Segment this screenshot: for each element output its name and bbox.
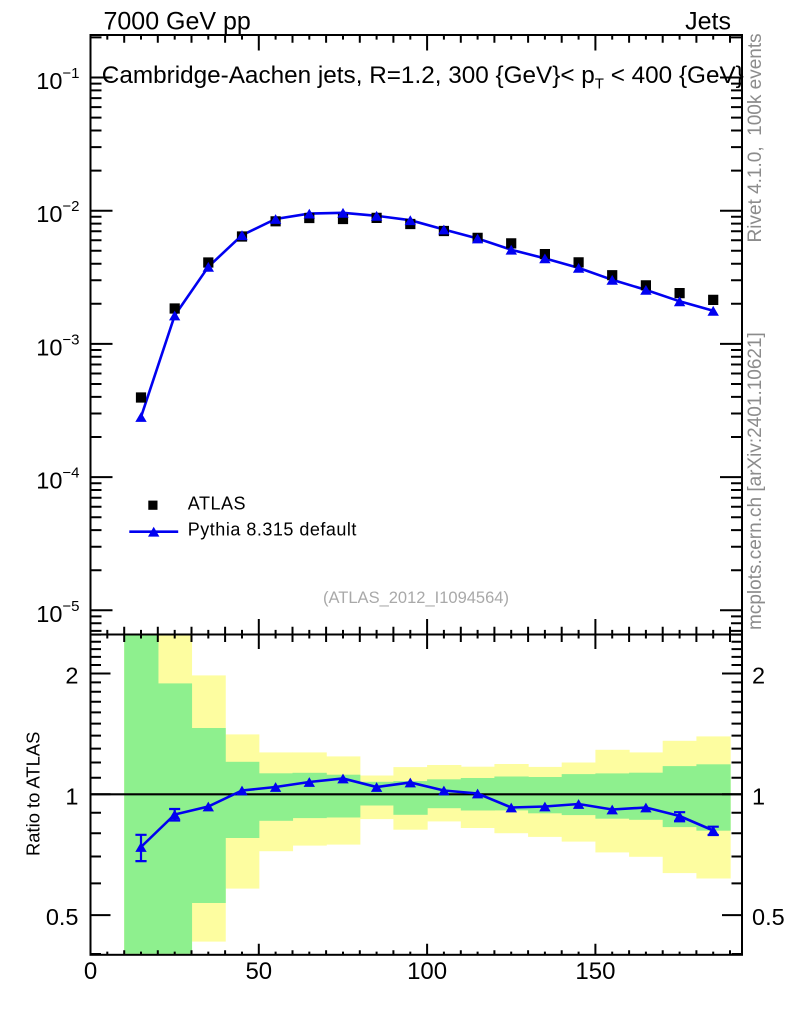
svg-text:100: 100 [407, 958, 447, 985]
svg-text:0.5: 0.5 [46, 904, 79, 930]
svg-text:1: 1 [752, 783, 765, 809]
svg-text:2: 2 [65, 662, 78, 688]
svg-text:150: 150 [575, 958, 615, 985]
svg-text:(ATLAS_2012_I1094564): (ATLAS_2012_I1094564) [323, 589, 509, 607]
svg-text:Rivet 4.1.0, 100k events: Rivet 4.1.0, 100k events [745, 33, 766, 242]
svg-text:ATLAS: ATLAS [188, 494, 246, 514]
svg-text:0.5: 0.5 [752, 904, 785, 930]
svg-text:2: 2 [752, 662, 765, 688]
svg-text:Pythia 8.315 default: Pythia 8.315 default [188, 520, 357, 540]
svg-text:mcplots.cern.ch [arXiv:2401.10: mcplots.cern.ch [arXiv:2401.10621] [745, 332, 766, 630]
svg-text:0: 0 [84, 958, 97, 985]
svg-text:50: 50 [245, 958, 272, 985]
svg-text:Ratio to ATLAS: Ratio to ATLAS [23, 732, 44, 856]
svg-text:1: 1 [65, 783, 78, 809]
svg-text:7000 GeV pp: 7000 GeV pp [104, 7, 251, 35]
svg-text:10−3: 10−3 [36, 331, 79, 360]
svg-text:Jets: Jets [685, 8, 731, 36]
svg-text:Cambridge-Aachen jets, R=1.2,: Cambridge-Aachen jets, R=1.2, 300 {GeV}<… [102, 62, 744, 93]
